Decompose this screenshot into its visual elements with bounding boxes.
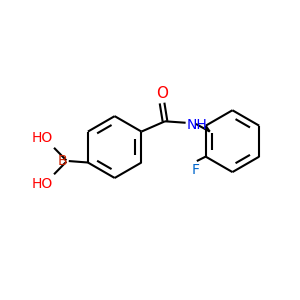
Text: O: O bbox=[156, 86, 168, 101]
Text: B: B bbox=[58, 154, 67, 168]
Text: HO: HO bbox=[31, 131, 52, 146]
Text: HO: HO bbox=[31, 177, 52, 190]
Text: F: F bbox=[191, 164, 200, 177]
Text: NH: NH bbox=[187, 118, 208, 132]
